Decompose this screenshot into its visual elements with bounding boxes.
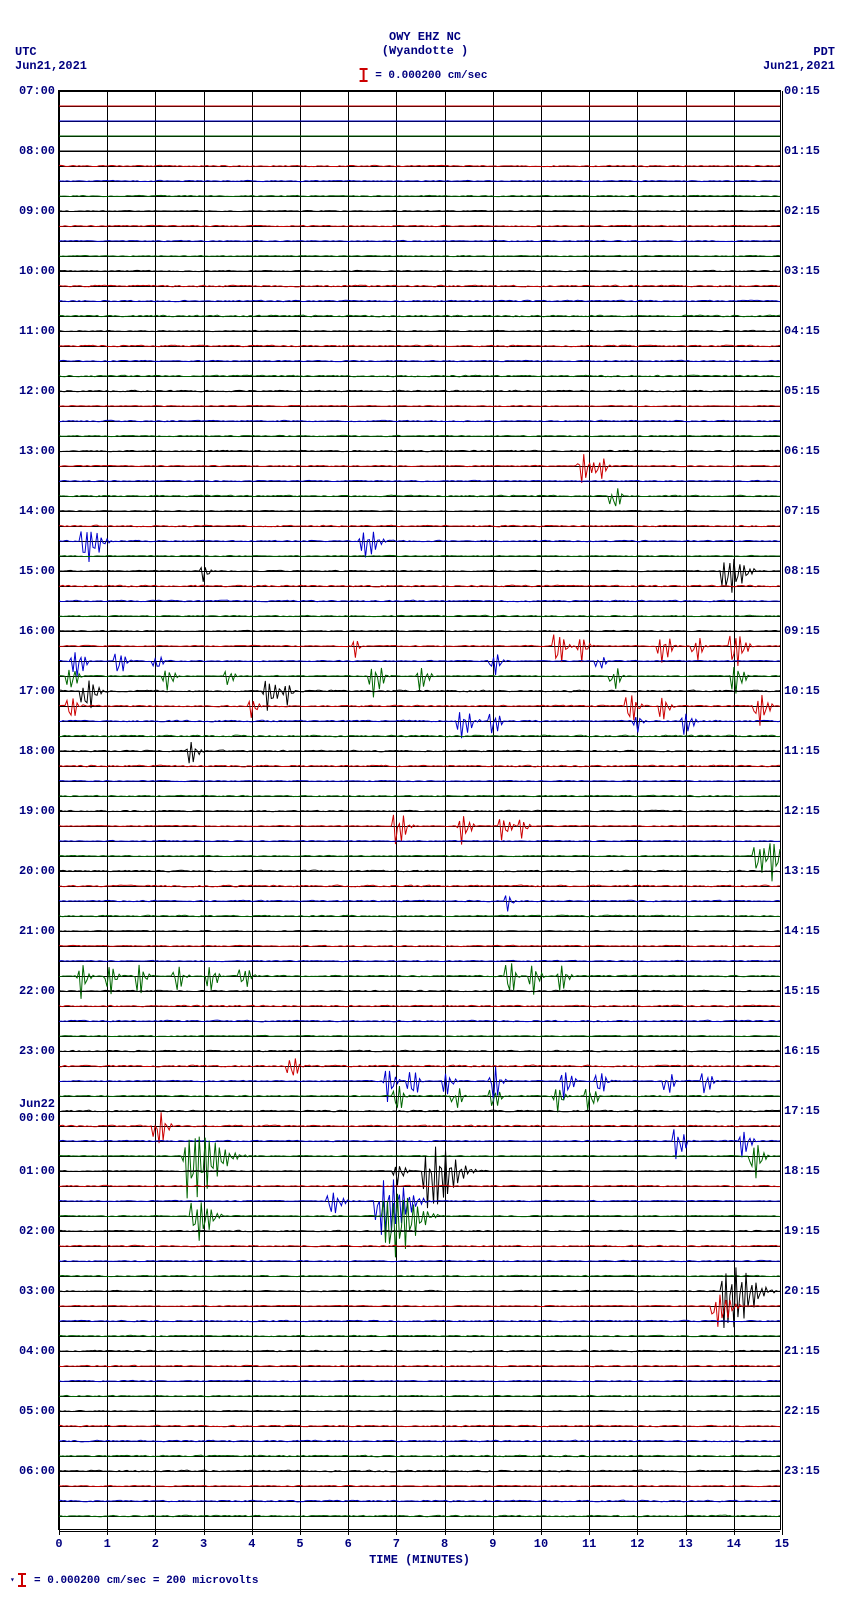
station-header: OWY EHZ NC (Wyandotte ) xyxy=(382,30,468,58)
utc-time-label: 10:00 xyxy=(19,264,55,278)
station-id: OWY EHZ NC xyxy=(382,30,468,44)
utc-time-label: 13:00 xyxy=(19,444,55,458)
pdt-time-label: 08:15 xyxy=(784,564,820,578)
utc-time-label: 06:00 xyxy=(19,1464,55,1478)
pdt-time-label: 23:15 xyxy=(784,1464,820,1478)
utc-time-label: 11:00 xyxy=(19,324,55,338)
pdt-time-label: 00:15 xyxy=(784,84,820,98)
pdt-time-label: 18:15 xyxy=(784,1164,820,1178)
utc-time-label: 12:00 xyxy=(19,384,55,398)
pdt-time-label: 15:15 xyxy=(784,984,820,998)
pdt-time-label: 13:15 xyxy=(784,864,820,878)
pdt-time-label: 10:15 xyxy=(784,684,820,698)
utc-time-label: 16:00 xyxy=(19,624,55,638)
utc-label: UTC xyxy=(15,45,87,59)
pdt-time-label: 16:15 xyxy=(784,1044,820,1058)
seismic-trace xyxy=(59,1486,780,1546)
utc-time-label: 05:00 xyxy=(19,1404,55,1418)
pdt-time-label: 03:15 xyxy=(784,264,820,278)
utc-time-label: 15:00 xyxy=(19,564,55,578)
pdt-time-label: 22:15 xyxy=(784,1404,820,1418)
grid-vertical xyxy=(782,91,783,1529)
seismogram-plot: 0123456789101112131415TIME (MINUTES)07:0… xyxy=(58,90,781,1530)
pdt-time-label: 12:15 xyxy=(784,804,820,818)
utc-time-label: 09:00 xyxy=(19,204,55,218)
footer-text: = 0.000200 cm/sec = 200 microvolts xyxy=(34,1575,258,1587)
utc-time-label: 08:00 xyxy=(19,144,55,158)
utc-time-label: 14:00 xyxy=(19,504,55,518)
pdt-time-label: 21:15 xyxy=(784,1344,820,1358)
pdt-time-label: 02:15 xyxy=(784,204,820,218)
utc-time-label: 21:00 xyxy=(19,924,55,938)
pdt-time-label: 19:15 xyxy=(784,1224,820,1238)
pdt-label: PDT xyxy=(763,45,835,59)
utc-time-label: 07:00 xyxy=(19,84,55,98)
x-axis-title: TIME (MINUTES) xyxy=(369,1553,470,1567)
pdt-time-label: 01:15 xyxy=(784,144,820,158)
footer-scale: ▾ = 0.000200 cm/sec = 200 microvolts xyxy=(10,1573,258,1587)
pdt-time-label: 11:15 xyxy=(784,744,820,758)
utc-time-label: 03:00 xyxy=(19,1284,55,1298)
utc-time-label: 17:00 xyxy=(19,684,55,698)
pdt-time-label: 04:15 xyxy=(784,324,820,338)
utc-time-label: 01:00 xyxy=(19,1164,55,1178)
utc-time-label: Jun22 00:00 xyxy=(19,1097,55,1125)
utc-time-label: 20:00 xyxy=(19,864,55,878)
station-location: (Wyandotte ) xyxy=(382,44,468,58)
pdt-time-label: 07:15 xyxy=(784,504,820,518)
pdt-time-label: 17:15 xyxy=(784,1104,820,1118)
pdt-time-label: 20:15 xyxy=(784,1284,820,1298)
pdt-time-label: 05:15 xyxy=(784,384,820,398)
utc-time-label: 23:00 xyxy=(19,1044,55,1058)
pdt-time-label: 06:15 xyxy=(784,444,820,458)
pdt-time-label: 14:15 xyxy=(784,924,820,938)
utc-time-label: 18:00 xyxy=(19,744,55,758)
utc-time-label: 22:00 xyxy=(19,984,55,998)
utc-time-label: 19:00 xyxy=(19,804,55,818)
pdt-time-label: 09:15 xyxy=(784,624,820,638)
utc-time-label: 04:00 xyxy=(19,1344,55,1358)
scale-bar-icon xyxy=(21,1573,23,1587)
utc-time-label: 02:00 xyxy=(19,1224,55,1238)
